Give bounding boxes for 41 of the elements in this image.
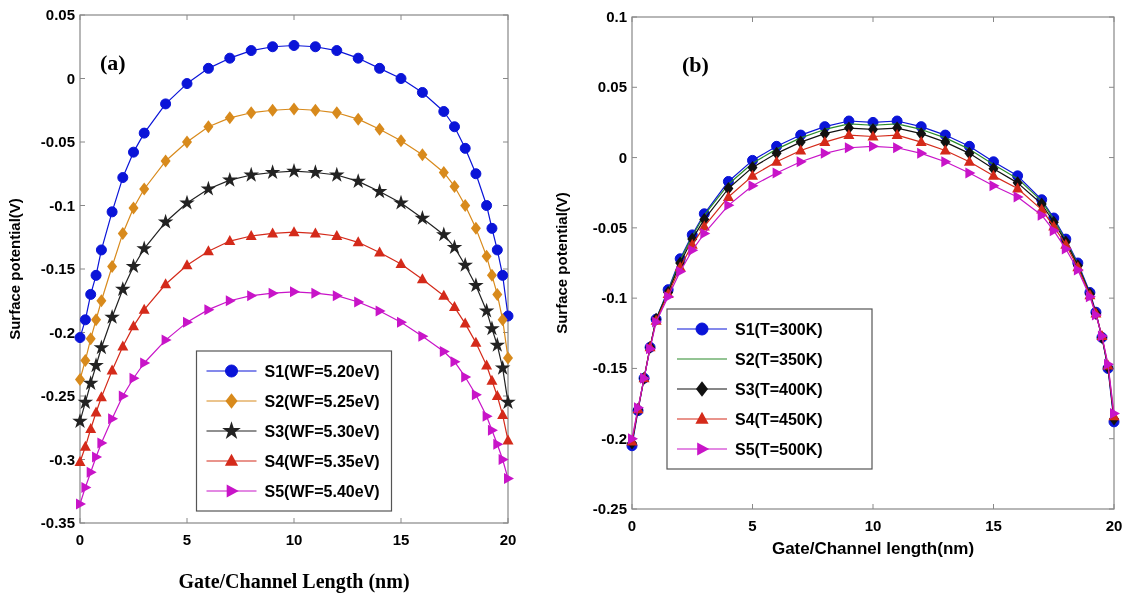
- x-tick-label: 10: [285, 531, 303, 548]
- legend-label: S3(T=400K): [735, 381, 823, 398]
- y-tick-label: -0.25: [592, 500, 627, 517]
- y-tick-label: -0.1: [601, 289, 627, 307]
- legend-label: S4(WF=5.35eV): [264, 453, 380, 470]
- y-tick-label: -0.25: [40, 387, 75, 404]
- x-axis-title: Gate/Channel Length (nm): [178, 570, 410, 593]
- x-tick-label: 5: [182, 531, 192, 548]
- x-tick-label: 20: [1105, 517, 1123, 534]
- x-tick-label: 10: [864, 517, 882, 534]
- y-tick-label: -0.15: [40, 260, 75, 277]
- legend-label: S3(WF=5.30eV): [264, 423, 380, 440]
- y-tick-label: -0.2: [601, 429, 627, 447]
- x-tick-label: 5: [748, 517, 757, 534]
- y-tick-label: -0.15: [592, 359, 627, 377]
- y-tick-label: -0.2: [49, 323, 75, 341]
- annotation: (a): [100, 50, 126, 75]
- y-axis-title: Surface potential(V): [6, 198, 23, 340]
- y-tick-label: 0.05: [597, 78, 627, 96]
- y-tick-label: -0.1: [49, 196, 75, 214]
- legend-label: S4(T=450K): [735, 411, 823, 428]
- annotation: (b): [682, 52, 709, 77]
- y-tick-label: -0.35: [40, 514, 75, 531]
- legend-label: S1(WF=5.20eV): [264, 363, 380, 380]
- y-tick-label: -0.05: [40, 133, 75, 150]
- legend-label: S5(WF=5.40eV): [264, 483, 380, 500]
- legend-label: S1(T=300K): [735, 321, 823, 338]
- x-tick-label: 15: [985, 517, 1002, 534]
- x-tick-label: 20: [499, 531, 517, 548]
- x-tick-label: 15: [392, 531, 410, 548]
- legend-label: S2(T=350K): [735, 351, 823, 368]
- y-tick-label: -0.05: [592, 218, 627, 236]
- legend-label: S2(WF=5.25eV): [264, 393, 380, 410]
- y-tick-label: -0.3: [49, 450, 75, 468]
- y-tick-label: 0: [66, 69, 75, 87]
- y-tick-label: 0.1: [606, 8, 627, 25]
- y-tick-label: 0: [618, 148, 627, 166]
- y-tick-label: 0.05: [45, 6, 75, 23]
- legend-label: S5(T=500K): [735, 441, 823, 458]
- y-axis-title: Surface potential(V): [553, 192, 570, 334]
- x-axis-title: Gate/Channel length(nm): [771, 539, 975, 558]
